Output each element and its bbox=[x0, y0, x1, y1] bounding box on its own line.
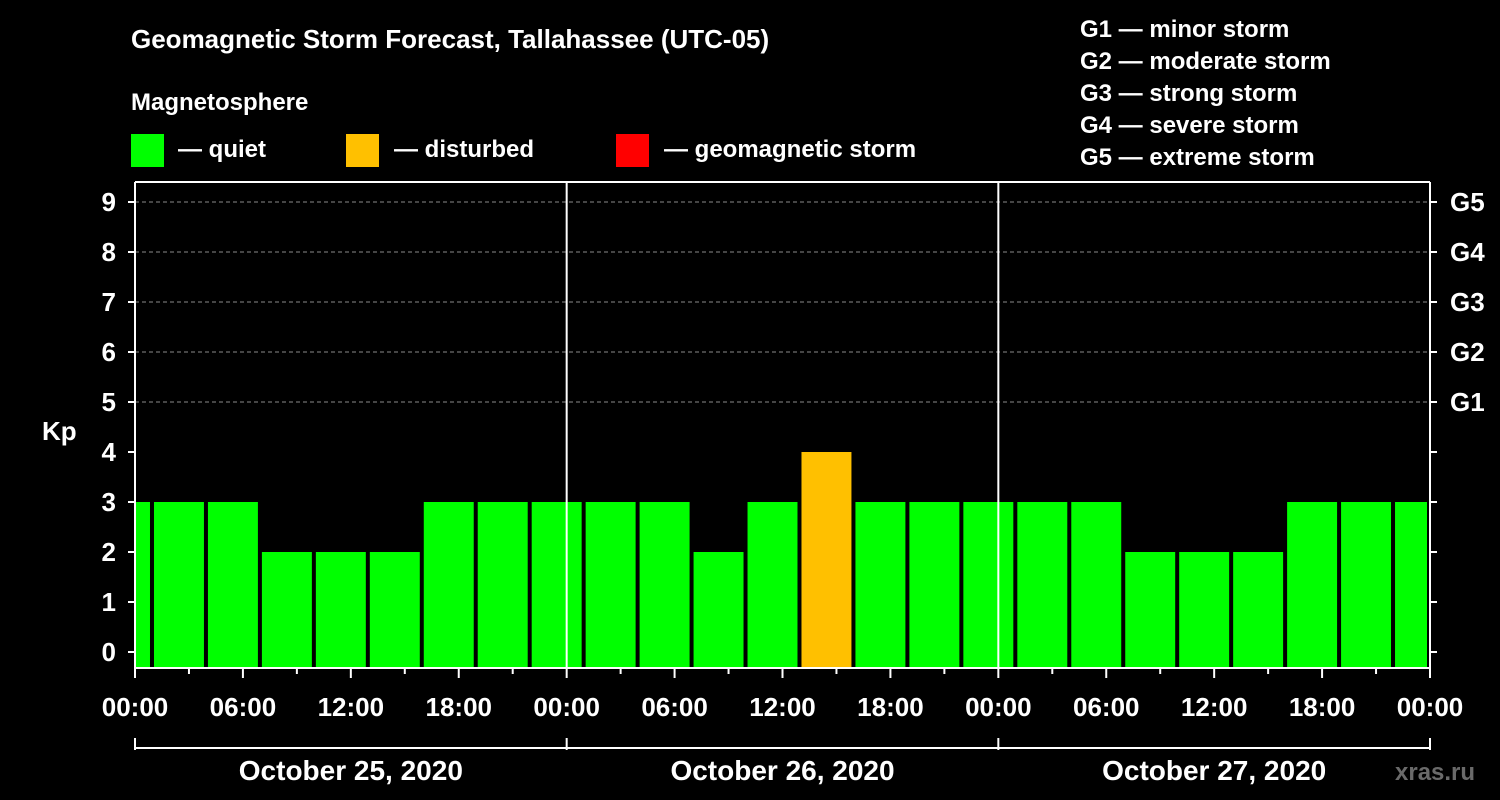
bar-7 bbox=[477, 502, 528, 668]
day-label-0: October 25, 2020 bbox=[239, 755, 463, 786]
bar-9 bbox=[585, 502, 636, 668]
bar-18 bbox=[1071, 502, 1122, 668]
bar-23 bbox=[1341, 502, 1392, 668]
x-axis: 00:00 06:00 12:00 18:00 00:00 06:00 12:00 18:00… bbox=[102, 668, 1464, 722]
bar-10 bbox=[639, 502, 690, 668]
bar-21 bbox=[1233, 552, 1284, 668]
y-tick-label-8: 8 bbox=[102, 237, 116, 267]
x-tick-label-8: 00:00 bbox=[965, 692, 1032, 722]
y-tick-label-1: 1 bbox=[102, 587, 116, 617]
x-tick-label-9: 06:00 bbox=[1073, 692, 1140, 722]
legend-label-quiet: — quiet bbox=[178, 136, 266, 163]
g-label-g4: G4 bbox=[1450, 237, 1485, 267]
x-tick-label-7: 18:00 bbox=[857, 692, 924, 722]
bar-8 bbox=[531, 502, 582, 668]
storm-scale-legend: G1 — minor storm G2 — moderate storm G3 … bbox=[1080, 16, 1331, 171]
legend-swatch-quiet bbox=[131, 134, 164, 167]
legend: — quiet — disturbed — geomagnetic storm bbox=[131, 134, 916, 167]
bar-3 bbox=[261, 552, 312, 668]
legend-swatch-disturbed bbox=[346, 134, 379, 167]
storm-scale-g2: G2 — moderate storm bbox=[1080, 48, 1331, 75]
bar-12 bbox=[747, 502, 798, 668]
g-label-g2: G2 bbox=[1450, 337, 1485, 367]
legend-swatch-storm bbox=[616, 134, 649, 167]
legend-title: Magnetosphere bbox=[131, 89, 308, 116]
x-tick-label-0: 00:00 bbox=[102, 692, 169, 722]
x-tick-label-11: 18:00 bbox=[1289, 692, 1356, 722]
storm-scale-g3: G3 — strong storm bbox=[1080, 80, 1297, 107]
legend-label-storm: — geomagnetic storm bbox=[664, 136, 916, 163]
y-axis-label: Kp bbox=[42, 416, 77, 446]
y-axis: 0 1 2 3 4 5 6 7 8 9 bbox=[102, 187, 135, 667]
bar-2 bbox=[207, 502, 258, 668]
bar-13 bbox=[801, 452, 852, 668]
bar-19 bbox=[1125, 552, 1176, 668]
x-tick-label-6: 12:00 bbox=[749, 692, 816, 722]
g-label-g3: G3 bbox=[1450, 287, 1485, 317]
y-tick-label-9: 9 bbox=[102, 187, 116, 217]
y-tick-label-5: 5 bbox=[102, 387, 116, 417]
grid bbox=[135, 201, 1430, 403]
storm-scale-g1: G1 — minor storm bbox=[1080, 16, 1289, 43]
g-label-g5: G5 bbox=[1450, 187, 1485, 217]
chart-title: Geomagnetic Storm Forecast, Tallahassee … bbox=[131, 24, 769, 54]
storm-scale-g4: G4 — severe storm bbox=[1080, 112, 1299, 139]
g-label-g1: G1 bbox=[1450, 387, 1485, 417]
day-axis: October 25, 2020 October 26, 2020 October … bbox=[134, 738, 1431, 786]
bar-17 bbox=[1017, 502, 1068, 668]
y-tick-label-4: 4 bbox=[102, 437, 117, 467]
y-tick-label-6: 6 bbox=[102, 337, 116, 367]
bar-20 bbox=[1179, 552, 1230, 668]
bar-15 bbox=[909, 502, 960, 668]
day-label-2: October 27, 2020 bbox=[1102, 755, 1326, 786]
g-scale-axis: G1 G2 G3 G4 G5 bbox=[1430, 187, 1485, 653]
x-tick-label-5: 06:00 bbox=[641, 692, 708, 722]
storm-scale-g5: G5 — extreme storm bbox=[1080, 144, 1315, 171]
x-tick-label-1: 06:00 bbox=[210, 692, 277, 722]
bar-1 bbox=[153, 502, 204, 668]
x-tick-label-3: 18:00 bbox=[426, 692, 493, 722]
bar-11 bbox=[693, 552, 744, 668]
bars bbox=[136, 452, 1427, 668]
bar-5 bbox=[369, 552, 420, 668]
bar-6 bbox=[423, 502, 474, 668]
x-tick-label-12: 00:00 bbox=[1397, 692, 1464, 722]
x-tick-label-10: 12:00 bbox=[1181, 692, 1248, 722]
x-tick-label-2: 12:00 bbox=[318, 692, 385, 722]
y-tick-label-3: 3 bbox=[102, 487, 116, 517]
legend-label-disturbed: — disturbed bbox=[394, 136, 534, 163]
bar-4 bbox=[315, 552, 366, 668]
bar-24 bbox=[1395, 502, 1427, 668]
bar-14 bbox=[855, 502, 906, 668]
y-tick-label-7: 7 bbox=[102, 287, 116, 317]
x-tick-label-4: 00:00 bbox=[533, 692, 600, 722]
y-tick-label-0: 0 bbox=[102, 637, 116, 667]
bar-22 bbox=[1287, 502, 1338, 668]
day-label-1: October 26, 2020 bbox=[670, 755, 894, 786]
bar-0 bbox=[136, 502, 150, 668]
bar-16 bbox=[963, 502, 1014, 668]
watermark: xras.ru bbox=[1395, 759, 1475, 786]
y-tick-label-2: 2 bbox=[102, 537, 116, 567]
